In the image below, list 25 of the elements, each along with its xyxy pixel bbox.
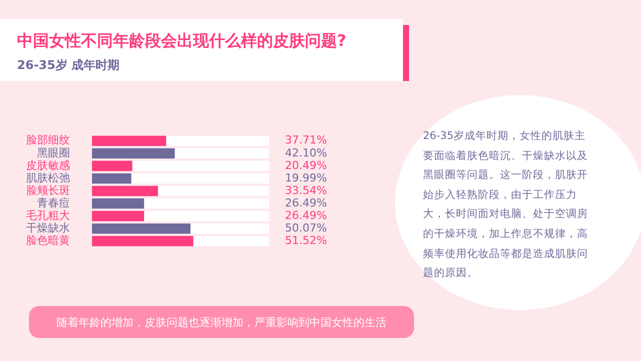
- y-tick-label: 青春痘: [37, 196, 70, 210]
- data-label: 19.99%: [285, 171, 327, 184]
- data-label: 37.71%: [285, 134, 327, 147]
- data-label: 20.49%: [285, 158, 327, 172]
- data-label: 33.54%: [285, 184, 327, 197]
- bar: [92, 160, 132, 172]
- text: 随着年龄的增加，皮肤问题也逐渐增加，严重影响到中国女性的生活: [29, 306, 414, 338]
- chart-subtitle: 26-35岁 成年时期: [17, 57, 120, 74]
- y-tick-label: 脸部细纹: [26, 134, 70, 147]
- data-label: 50.07%: [285, 221, 327, 234]
- data-label: 42.10%: [285, 146, 327, 160]
- y-tick-label: 脸颊长斑: [26, 184, 70, 197]
- y-tick-label: 脸色暗黄: [26, 234, 70, 247]
- bar: [92, 210, 144, 222]
- chart-title: 中国女性不同年龄段会出现什么样的皮肤问题?: [17, 31, 346, 52]
- y-tick-label: 肌肤松弛: [26, 171, 70, 184]
- y-tick-label: 皮肤敏感: [26, 158, 70, 172]
- y-tick-label: 干燥缺水: [26, 221, 70, 234]
- data-label: 26.49%: [285, 208, 327, 222]
- data-label: 51.52%: [285, 234, 327, 247]
- bar: [92, 173, 132, 184]
- data-label: 26.49%: [285, 196, 327, 210]
- y-tick-label: 黑眼圈: [37, 146, 70, 160]
- text: 26-35岁成年时期，女性的肌肤主要面临着肤色暗沉、干燥缺水以及黑眼圈等问题。这一阶段，肌肤开始步入轻熟阶段，由于工作压力大，长时间面对电脑、处于空调房的干燥环境，加上作息不规律，高频率使用化妆品等都是造成肌肤问题的原因。: [423, 129, 589, 282]
- y-tick-label: 毛孔粗大: [26, 208, 70, 222]
